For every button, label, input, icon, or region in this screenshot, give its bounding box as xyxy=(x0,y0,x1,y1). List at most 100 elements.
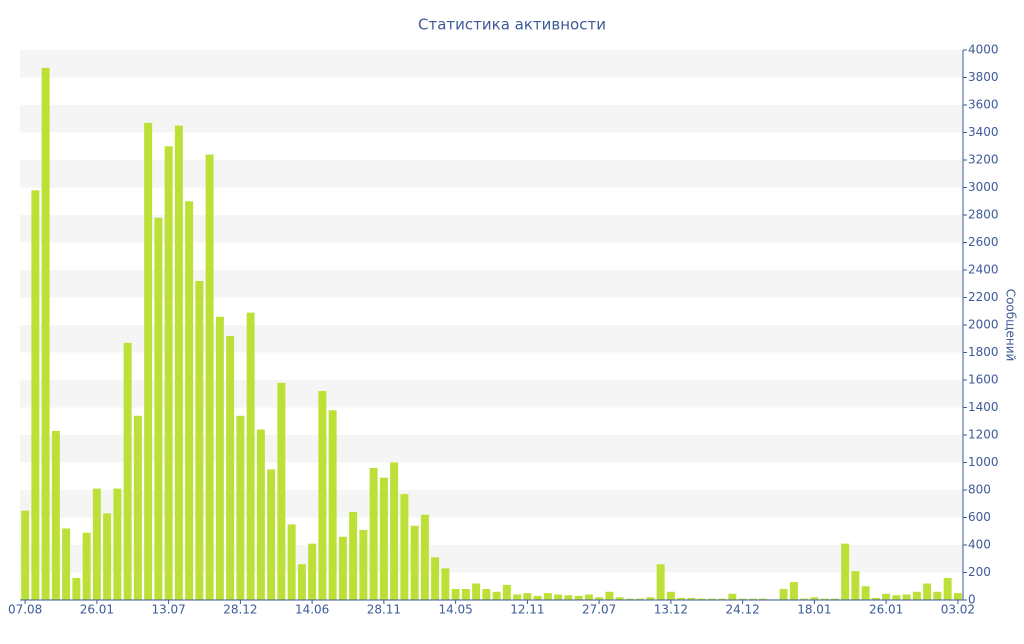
bar xyxy=(41,67,50,600)
bar xyxy=(871,597,880,600)
bar xyxy=(92,488,101,600)
bar xyxy=(154,217,163,600)
bar xyxy=(410,525,419,600)
bar xyxy=(103,513,112,600)
y-tick-label: 1400 xyxy=(968,400,999,414)
bar xyxy=(666,591,675,600)
bar xyxy=(502,584,511,600)
x-tick-label: 18.01 xyxy=(797,603,831,617)
y-tick-label: 3000 xyxy=(968,180,999,194)
bar xyxy=(215,316,224,600)
bar xyxy=(461,589,470,600)
y-tick-label: 800 xyxy=(968,483,991,497)
bar xyxy=(133,415,142,600)
y-tick-label: 200 xyxy=(968,565,991,579)
bar xyxy=(21,510,30,600)
x-tick-label: 12.11 xyxy=(510,603,544,617)
y-tick-label: 600 xyxy=(968,510,991,524)
bar xyxy=(748,598,757,600)
bar xyxy=(912,591,921,600)
bar xyxy=(123,342,132,600)
bar xyxy=(543,593,552,600)
bar xyxy=(902,594,911,600)
bar xyxy=(287,524,296,600)
bar xyxy=(923,583,932,600)
bar xyxy=(226,336,235,600)
y-tick-label: 1000 xyxy=(968,455,999,469)
bar xyxy=(554,594,563,600)
x-tick-label: 13.12 xyxy=(654,603,688,617)
y-tick-label: 1600 xyxy=(968,373,999,387)
bar xyxy=(431,557,440,600)
bar xyxy=(810,597,819,600)
y-tick-label: 3200 xyxy=(968,153,999,167)
bar xyxy=(359,529,368,600)
bar xyxy=(523,593,532,600)
bar xyxy=(390,462,399,600)
bar xyxy=(482,589,491,600)
bar xyxy=(677,597,686,600)
bar xyxy=(205,154,214,600)
grid-band xyxy=(20,50,963,78)
bar xyxy=(707,598,716,600)
bar xyxy=(584,594,593,600)
bar xyxy=(441,568,450,600)
y-tick-label: 2000 xyxy=(968,318,999,332)
y-tick-label: 0 xyxy=(968,593,976,607)
y-tick-label: 2600 xyxy=(968,235,999,249)
bar xyxy=(595,597,604,600)
bar xyxy=(338,536,347,600)
x-tick-label: 14.06 xyxy=(295,603,329,617)
x-tick-label: 24.12 xyxy=(725,603,759,617)
bar xyxy=(933,591,942,600)
bar xyxy=(513,594,522,600)
bar xyxy=(451,589,460,600)
bar xyxy=(174,125,183,600)
x-tick-label: 28.11 xyxy=(367,603,401,617)
bar xyxy=(349,512,358,600)
bar xyxy=(277,382,286,600)
bar xyxy=(789,582,798,600)
grid-band xyxy=(20,105,963,133)
bar xyxy=(195,281,204,600)
bar xyxy=(718,598,727,600)
x-tick-label: 03.02 xyxy=(941,603,975,617)
y-tick-label: 4000 xyxy=(968,43,999,57)
bar xyxy=(328,410,337,600)
bar xyxy=(420,514,429,600)
bar xyxy=(892,595,901,600)
bar xyxy=(51,430,60,600)
bar xyxy=(564,595,573,600)
bar xyxy=(697,598,706,600)
bar xyxy=(400,494,409,600)
bar xyxy=(31,190,40,600)
bar xyxy=(574,595,583,600)
y-tick-label: 1200 xyxy=(968,428,999,442)
bar xyxy=(841,543,850,600)
x-tick-label: 14.05 xyxy=(438,603,472,617)
bar xyxy=(246,312,255,600)
y-tick-label: 2200 xyxy=(968,290,999,304)
bar xyxy=(379,477,388,600)
bar xyxy=(492,591,501,600)
bar xyxy=(851,571,860,600)
bar xyxy=(533,595,542,600)
bar xyxy=(144,122,153,600)
bar xyxy=(861,586,870,600)
x-tick-label: 27.07 xyxy=(582,603,616,617)
x-tick-label: 07.08 xyxy=(8,603,42,617)
bar xyxy=(267,469,276,600)
y-tick-label: 2800 xyxy=(968,208,999,222)
bar xyxy=(953,593,962,600)
bar xyxy=(943,578,952,600)
x-tick-label: 13.07 xyxy=(151,603,185,617)
bar xyxy=(882,593,891,600)
bar xyxy=(297,564,306,600)
bar xyxy=(256,429,265,600)
bar xyxy=(369,468,378,600)
bar xyxy=(72,578,81,600)
bar xyxy=(779,589,788,600)
y-tick-label: 3800 xyxy=(968,70,999,84)
bar xyxy=(820,598,829,600)
